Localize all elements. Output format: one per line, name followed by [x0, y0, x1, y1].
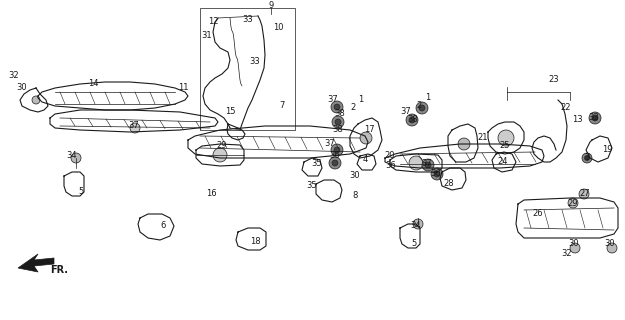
- Text: 36: 36: [329, 151, 341, 161]
- Circle shape: [425, 162, 431, 168]
- Text: 30: 30: [569, 239, 579, 249]
- Circle shape: [607, 243, 617, 253]
- Text: 5: 5: [78, 188, 84, 196]
- Text: 1: 1: [426, 93, 431, 102]
- Text: 36: 36: [431, 169, 441, 178]
- Circle shape: [334, 147, 340, 153]
- Circle shape: [589, 112, 601, 124]
- Text: 15: 15: [225, 107, 235, 116]
- Bar: [200, 8, 295, 130]
- Text: FR.: FR.: [50, 265, 68, 275]
- Text: 35: 35: [307, 180, 318, 189]
- Circle shape: [332, 160, 338, 166]
- Text: 29: 29: [217, 141, 227, 150]
- Text: 38: 38: [334, 108, 346, 117]
- Circle shape: [409, 117, 415, 123]
- Text: 10: 10: [272, 23, 283, 33]
- Text: 8: 8: [352, 190, 357, 199]
- Circle shape: [584, 156, 589, 161]
- Circle shape: [570, 243, 580, 253]
- Circle shape: [431, 168, 443, 180]
- Text: 16: 16: [206, 188, 216, 197]
- Circle shape: [332, 116, 344, 128]
- Text: 7: 7: [279, 100, 285, 109]
- Text: 34: 34: [411, 220, 421, 229]
- Circle shape: [582, 153, 592, 163]
- Text: 18: 18: [250, 237, 261, 246]
- Text: 32: 32: [9, 70, 19, 79]
- Text: 36: 36: [386, 161, 396, 170]
- Circle shape: [458, 138, 470, 150]
- Text: 37: 37: [401, 108, 411, 116]
- Text: 35: 35: [312, 158, 322, 167]
- Text: 17: 17: [364, 125, 374, 134]
- Text: 37: 37: [328, 95, 338, 105]
- Circle shape: [334, 104, 340, 110]
- Polygon shape: [18, 254, 54, 272]
- Text: 37: 37: [422, 158, 432, 167]
- Circle shape: [419, 105, 425, 111]
- Text: 19: 19: [602, 146, 612, 155]
- Circle shape: [71, 153, 81, 163]
- Circle shape: [331, 101, 343, 113]
- Text: 3: 3: [584, 154, 590, 163]
- Circle shape: [130, 123, 140, 133]
- Text: 33: 33: [589, 114, 599, 123]
- Circle shape: [32, 96, 40, 104]
- Circle shape: [360, 132, 372, 144]
- Text: 33: 33: [249, 58, 261, 67]
- Text: 31: 31: [202, 30, 212, 39]
- Circle shape: [406, 114, 418, 126]
- Text: 34: 34: [67, 150, 78, 159]
- Text: 9: 9: [268, 2, 274, 11]
- Circle shape: [416, 102, 428, 114]
- Text: 1: 1: [358, 95, 364, 105]
- Text: 28: 28: [444, 180, 454, 188]
- Circle shape: [498, 130, 514, 146]
- Text: 11: 11: [177, 83, 188, 92]
- Text: 24: 24: [498, 157, 508, 166]
- Text: 38: 38: [408, 116, 418, 124]
- Text: 22: 22: [561, 103, 571, 113]
- Circle shape: [592, 115, 598, 121]
- Circle shape: [434, 171, 440, 177]
- Text: 4: 4: [362, 156, 368, 164]
- Text: 30: 30: [350, 171, 360, 180]
- Text: 33: 33: [242, 15, 253, 25]
- Circle shape: [568, 198, 578, 208]
- Text: 37: 37: [129, 122, 139, 131]
- Text: 20: 20: [385, 150, 395, 159]
- Text: 21: 21: [478, 133, 488, 142]
- Text: 27: 27: [580, 189, 590, 198]
- Text: 30: 30: [17, 84, 28, 92]
- Text: 5: 5: [411, 239, 417, 249]
- Text: 37: 37: [324, 139, 336, 148]
- Circle shape: [331, 144, 343, 156]
- Text: 6: 6: [160, 220, 166, 229]
- Circle shape: [409, 156, 423, 170]
- Text: 26: 26: [532, 209, 543, 218]
- Circle shape: [335, 119, 341, 125]
- Circle shape: [579, 189, 589, 199]
- Circle shape: [413, 219, 423, 229]
- Text: 29: 29: [568, 198, 578, 207]
- Text: 23: 23: [549, 76, 559, 84]
- Text: 32: 32: [562, 249, 572, 258]
- Text: 14: 14: [88, 78, 98, 87]
- Text: 12: 12: [208, 18, 218, 27]
- Text: 30: 30: [605, 239, 615, 249]
- Text: 13: 13: [572, 116, 582, 124]
- Circle shape: [422, 159, 434, 171]
- Text: 2: 2: [351, 103, 356, 113]
- Text: 25: 25: [500, 140, 510, 149]
- Circle shape: [213, 148, 227, 162]
- Circle shape: [329, 157, 341, 169]
- Text: 38: 38: [332, 125, 343, 134]
- Text: 2: 2: [416, 100, 422, 109]
